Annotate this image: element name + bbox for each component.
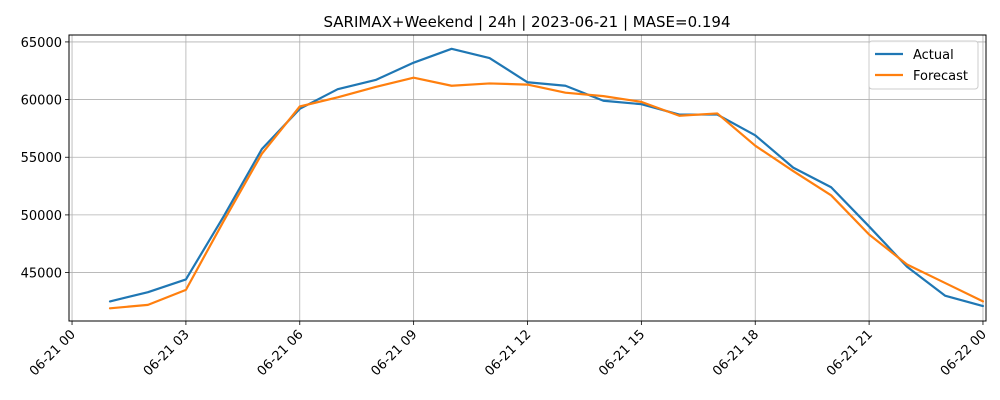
legend-label-forecast: Forecast: [913, 69, 968, 84]
y-axis: 45000 50000 55000 60000 65000: [21, 36, 69, 282]
series-layer: [108, 47, 985, 310]
series-actual: [108, 47, 985, 308]
series-line-actual: [108, 47, 985, 308]
y-tick-label: 50000: [21, 209, 62, 224]
y-tick-label: 55000: [21, 151, 62, 166]
series-forecast: [108, 76, 985, 310]
y-tick-label: 65000: [21, 36, 62, 51]
x-tick-label: 06-21 18: [710, 327, 762, 379]
x-tick-label: 06-21 09: [369, 327, 421, 379]
x-axis: 06-21 00 06-21 03 06-21 06 06-21 09 06-21 12…: [27, 321, 990, 379]
y-tick-label: 45000: [21, 267, 62, 282]
x-tick-label: 06-21 12: [482, 327, 534, 379]
series-line-forecast: [108, 76, 985, 310]
x-tick-label: 06-21 15: [596, 327, 648, 379]
chart-title: SARIMAX+Weekend | 24h | 2023-06-21 | MAS…: [323, 13, 730, 31]
y-tick-label: 60000: [21, 94, 62, 109]
x-tick-label: 06-21 21: [824, 327, 876, 379]
grid: [69, 35, 986, 321]
x-tick-label: 06-21 00: [27, 327, 79, 379]
legend-label-actual: Actual: [913, 48, 954, 63]
x-tick-label: 06-21 03: [141, 327, 193, 379]
x-tick-label: 06-22 00: [938, 327, 990, 379]
x-tick-label: 06-21 06: [255, 327, 307, 379]
legend: Actual Forecast: [868, 40, 979, 90]
